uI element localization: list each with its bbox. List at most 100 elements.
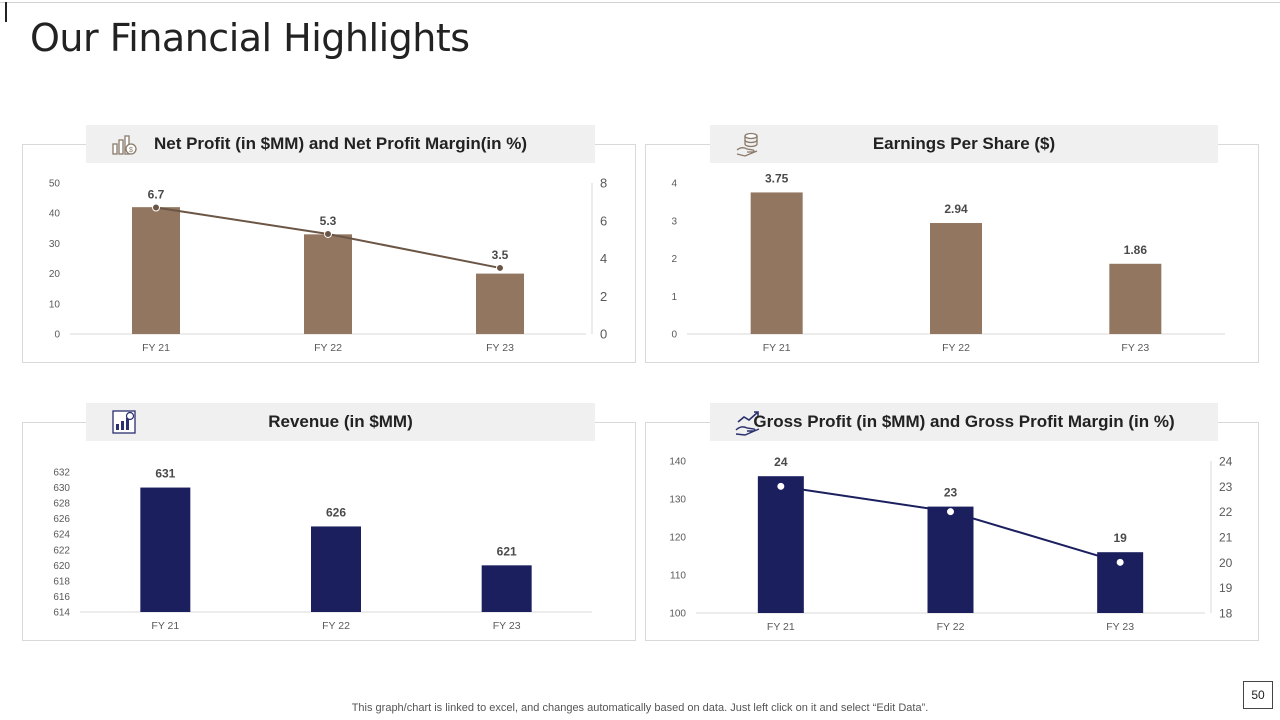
y-tick-label-right: 19 (1219, 581, 1233, 595)
data-label: 2.94 (944, 202, 968, 216)
data-label: 19 (1113, 531, 1127, 545)
x-tick-label: FY 21 (767, 621, 795, 633)
page-number: 50 (1243, 681, 1273, 709)
line-point (776, 481, 786, 491)
y-tick-label-left: 130 (669, 495, 686, 506)
y-tick-label-left: 616 (53, 592, 70, 603)
chart-eps[interactable]: 0 1 2 3 4 FY 21 FY 22 FY 23 3.75 2.94 1.86 (645, 144, 1259, 363)
y-tick-label-right: 20 (1219, 556, 1233, 570)
line-point (324, 229, 332, 238)
panel-header-net-profit: $ Net Profit (in $MM) and Net Profit Mar… (86, 125, 595, 163)
x-tick-label: FY 22 (322, 620, 350, 632)
y-tick-label-left: 4 (671, 179, 677, 190)
y-tick-label-left: 630 (53, 483, 70, 494)
panel-header-eps: Earnings Per Share ($) (710, 125, 1218, 163)
chart-title-gross-profit: Gross Profit (in $MM) and Gross Profit M… (753, 412, 1175, 431)
data-label: 631 (155, 467, 175, 481)
bar (132, 207, 180, 334)
y-tick-label-right: 24 (1219, 455, 1233, 469)
chart-title-net-profit: Net Profit (in $MM) and Net Profit Margi… (153, 134, 528, 153)
y-tick-label-right: 2 (600, 289, 607, 304)
footnote: This graph/chart is linked to excel, and… (351, 702, 929, 714)
title-marker (5, 2, 7, 22)
revenue-chart-icon (110, 408, 138, 436)
y-tick-label-right: 0 (600, 327, 607, 342)
bar (311, 526, 361, 612)
x-tick-label: FY 22 (942, 342, 970, 354)
chart-gross-profit[interactable]: 100 110 120 130 140 18 19 20 21 22 23 24 FY 21 FY 22 F… (645, 422, 1259, 641)
bar (927, 506, 974, 613)
line-data-label: 5.3 (320, 214, 337, 228)
y-tick-label-left: 0 (54, 330, 60, 341)
y-tick-label-left: 100 (669, 609, 686, 620)
bar (1109, 263, 1162, 334)
x-tick-label: FY 23 (1106, 621, 1134, 633)
y-tick-label-right: 6 (600, 213, 607, 228)
chart-title-revenue: Revenue (in $MM) (268, 412, 413, 431)
line-point (496, 263, 504, 272)
y-tick-label-right: 18 (1219, 607, 1233, 621)
y-tick-label-right: 23 (1219, 480, 1233, 494)
line-point (946, 507, 955, 517)
y-tick-label-left: 3 (671, 216, 677, 227)
y-tick-label-left: 626 (53, 514, 70, 525)
data-label: 3.75 (765, 171, 789, 185)
line-point (1115, 557, 1125, 567)
x-tick-label: FY 21 (151, 620, 179, 632)
panel-header-gross-profit: Gross Profit (in $MM) and Gross Profit M… (710, 403, 1218, 441)
coins-hand-icon (734, 130, 762, 158)
y-tick-label-right: 4 (600, 251, 607, 266)
line-data-label: 3.5 (492, 248, 509, 262)
page-title: Our Financial Highlights (30, 16, 470, 60)
chart-net-profit[interactable]: 0 10 20 30 40 50 0 2 4 6 8 FY 21 FY 22 FY 23 6.7 5.3 3.5 (22, 144, 636, 363)
y-tick-label-left: 620 (53, 561, 70, 572)
y-tick-label-right: 21 (1219, 531, 1233, 545)
bar (476, 273, 524, 334)
x-tick-label: FY 22 (937, 621, 965, 633)
svg-text:$: $ (129, 147, 133, 154)
bar (481, 565, 532, 612)
data-label: 621 (497, 544, 517, 558)
y-tick-label-right: 22 (1219, 505, 1233, 519)
x-tick-label: FY 23 (486, 342, 514, 354)
y-tick-label-left: 30 (49, 239, 61, 250)
chart-revenue[interactable]: 614 616 618 620 622 624 626 628 630 632 FY 21 FY 22… (22, 422, 636, 641)
data-label: 24 (774, 455, 788, 469)
x-tick-label: FY 23 (1121, 342, 1149, 354)
y-tick-label-left: 632 (53, 468, 70, 479)
money-growth-icon: $ (110, 130, 138, 158)
y-tick-label-left: 120 (669, 533, 686, 544)
line-data-label: 6.7 (148, 188, 165, 202)
x-tick-label: FY 23 (493, 620, 521, 632)
y-tick-label-left: 618 (53, 576, 70, 587)
data-label: 23 (944, 486, 958, 500)
y-tick-label-left: 622 (53, 545, 70, 556)
line-point (152, 203, 160, 212)
y-tick-label-left: 2 (671, 254, 677, 265)
data-label: 626 (326, 505, 346, 519)
y-tick-label-left: 624 (53, 530, 70, 541)
bar (930, 223, 982, 334)
x-tick-label: FY 21 (142, 342, 170, 354)
y-tick-label-left: 10 (49, 299, 61, 310)
y-tick-label-left: 628 (53, 499, 70, 510)
bar (757, 476, 804, 613)
chart-title-eps: Earnings Per Share ($) (872, 134, 1056, 153)
y-tick-label-right: 8 (600, 176, 607, 191)
bar (750, 192, 803, 334)
y-tick-label-left: 110 (670, 571, 686, 582)
x-tick-label: FY 22 (314, 342, 342, 354)
y-tick-label-left: 1 (671, 292, 677, 303)
y-tick-label-left: 40 (49, 209, 61, 220)
y-tick-label-left: 0 (671, 330, 677, 341)
data-label: 1.86 (1124, 243, 1148, 257)
hand-growth-icon (734, 408, 762, 436)
top-rule (0, 2, 1280, 3)
y-tick-label-left: 20 (49, 269, 61, 280)
y-tick-label-left: 614 (53, 608, 70, 619)
y-tick-label-left: 140 (669, 457, 686, 468)
panel-header-revenue: Revenue (in $MM) (86, 403, 595, 441)
x-tick-label: FY 21 (763, 342, 791, 354)
y-tick-label-left: 50 (49, 179, 61, 190)
bar (140, 487, 191, 612)
